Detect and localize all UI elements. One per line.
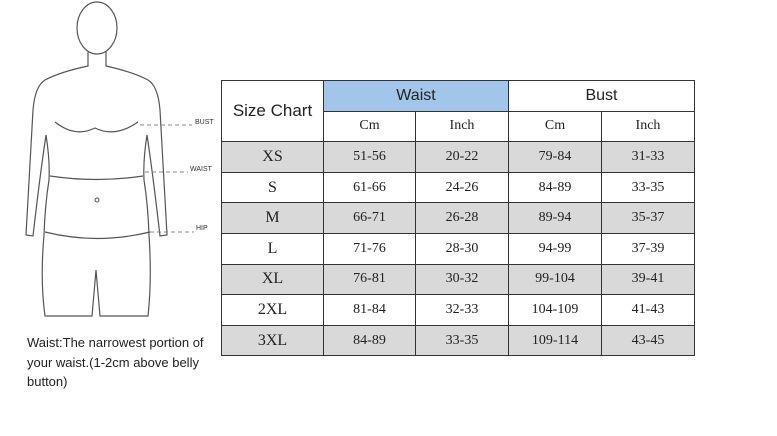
value-cell: 41-43 xyxy=(601,294,695,326)
table-row: M 66-71 26-28 89-94 35-37 xyxy=(221,202,695,234)
value-cell: 81-84 xyxy=(323,294,416,326)
value-cell: 51-56 xyxy=(323,141,416,173)
size-cell: XL xyxy=(221,263,324,296)
value-cell: 94-99 xyxy=(508,232,602,265)
size-cell: 2XL xyxy=(221,294,324,326)
value-cell: 43-45 xyxy=(601,324,695,357)
value-cell: 61-66 xyxy=(323,171,416,204)
value-cell: 79-84 xyxy=(508,141,602,173)
value-cell: 31-33 xyxy=(601,141,695,173)
value-cell: 35-37 xyxy=(601,202,695,234)
size-table: Size Chart Waist Bust Cm Inch Cm Inch XS 51-… xyxy=(221,79,695,357)
value-cell: 37-39 xyxy=(601,232,695,265)
table-row: XL 76-81 30-32 99-104 39-41 xyxy=(221,263,695,296)
figure-label: WAIST xyxy=(190,166,213,173)
size-cell: XS xyxy=(221,141,324,173)
value-cell: 71-76 xyxy=(323,232,416,265)
value-cell: 104-109 xyxy=(508,294,602,326)
value-cell: 30-32 xyxy=(415,263,509,296)
value-cell: 89-94 xyxy=(508,202,602,234)
value-cell: 33-35 xyxy=(415,324,509,357)
size-cell: M xyxy=(221,202,324,234)
unit-header: Inch xyxy=(415,110,509,143)
value-cell: 24-26 xyxy=(415,171,509,204)
size-cell: S xyxy=(221,171,324,204)
value-cell: 99-104 xyxy=(508,263,602,296)
value-cell: 109-114 xyxy=(508,324,602,357)
figure-label: HIP xyxy=(196,225,208,232)
value-cell: 84-89 xyxy=(323,324,416,357)
value-cell: 20-22 xyxy=(415,141,509,173)
value-cell: 28-30 xyxy=(415,232,509,265)
table-row: L 71-76 28-30 94-99 37-39 xyxy=(221,232,695,265)
body-figure: BUST WAIST HIP xyxy=(25,1,214,317)
unit-header: Cm xyxy=(323,110,416,143)
value-cell: 66-71 xyxy=(323,202,416,234)
value-cell: 76-81 xyxy=(323,263,416,296)
value-cell: 26-28 xyxy=(415,202,509,234)
note: Waist:The narrowest portion of your wais… xyxy=(27,335,204,389)
size-cell: 3XL xyxy=(221,324,324,357)
value-cell: 33-35 xyxy=(601,171,695,204)
group-header: Waist xyxy=(323,80,509,112)
table-row: 2XL 81-84 32-33 104-109 41-43 xyxy=(221,294,695,326)
group-header: Bust xyxy=(508,80,695,112)
table-row: 3XL 84-89 33-35 109-114 43-45 xyxy=(221,324,695,357)
value-cell: 39-41 xyxy=(601,263,695,296)
table-row: S 61-66 24-26 84-89 33-35 xyxy=(221,171,695,204)
table-row: XS 51-56 20-22 79-84 31-33 xyxy=(221,141,695,173)
table-title: Size Chart xyxy=(221,79,324,143)
unit-header: Inch xyxy=(601,110,695,143)
value-cell: 32-33 xyxy=(415,294,509,326)
value-cell: 84-89 xyxy=(508,171,602,204)
figure-label: BUST xyxy=(195,119,214,126)
unit-header: Cm xyxy=(508,110,602,143)
size-cell: L xyxy=(221,232,324,265)
